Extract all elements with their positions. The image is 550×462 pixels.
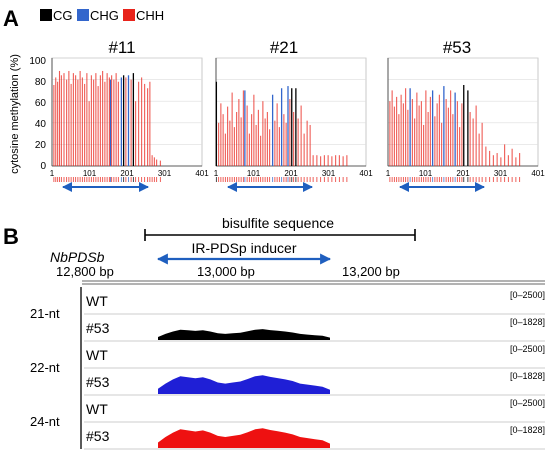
- coord-12800: 12,800 bp: [56, 264, 114, 279]
- legend-label-cg: CG: [53, 8, 73, 23]
- plot-53: 1 101 201 301 401: [386, 57, 545, 182]
- group-label: 21-nt: [30, 306, 60, 321]
- track-group-21-nt: 21-nt WT [0–2500] #53 [0–1828]: [30, 287, 545, 342]
- x-tick-301: 301: [322, 169, 336, 178]
- track-range: [0–2500]: [510, 398, 545, 408]
- bisulfite-bracket: [144, 229, 416, 241]
- bisulfite-label: bisulfite sequence: [222, 215, 334, 231]
- legend-swatch-chg: [77, 9, 89, 21]
- x-tick-1: 1: [214, 169, 219, 178]
- plot-21: 1 101 201 301 401: [214, 57, 373, 182]
- y-tick-labels: 0 20 40 60 80 100: [29, 56, 46, 172]
- coord-13200: 13,200 bp: [342, 264, 400, 279]
- track-range: [0–1828]: [510, 425, 545, 435]
- x-tick-1: 1: [386, 169, 391, 178]
- plot-frames: [51, 57, 539, 167]
- y-tick-20: 20: [35, 140, 47, 151]
- track-label: #53: [86, 374, 110, 390]
- legend: CG CHG CHH: [40, 8, 164, 23]
- coord-13000: 13,000 bp: [197, 264, 255, 279]
- legend-label-chh: CHH: [136, 8, 164, 23]
- gene-name: NbPDSb: [50, 249, 105, 265]
- panel-b-label: B: [3, 224, 19, 249]
- coverage-area: [158, 375, 330, 394]
- group-label: 24-nt: [30, 414, 60, 429]
- track-range: [0–2500]: [510, 344, 545, 354]
- x-tick-201: 201: [284, 169, 298, 178]
- legend-swatch-chh: [123, 9, 135, 21]
- legend-label-chg: CHG: [90, 8, 119, 23]
- track-range: [0–1828]: [510, 371, 545, 381]
- track-label: WT: [86, 347, 108, 363]
- x-tick-201: 201: [456, 169, 470, 178]
- x-tick-401: 401: [359, 169, 373, 178]
- coverage-area: [158, 428, 330, 448]
- x-tick-101: 101: [247, 169, 261, 178]
- ruler: [82, 280, 545, 285]
- track-range: [0–2500]: [510, 290, 545, 300]
- x-tick-401: 401: [531, 169, 545, 178]
- x-tick-101: 101: [83, 169, 97, 178]
- inducer-label: IR-PDSp inducer: [191, 240, 296, 256]
- track-group-24-nt: 24-nt WT [0–2500] #53 [0–1828]: [30, 395, 545, 450]
- y-axis-label: cytosine methylation (%): [9, 54, 21, 174]
- plot-title-53: #53: [443, 38, 471, 57]
- x-tick-401: 401: [195, 169, 209, 178]
- plot-title-11: #11: [108, 38, 135, 57]
- panel-a-label: A: [3, 6, 19, 31]
- track-range: [0–1828]: [510, 317, 545, 327]
- x-tick-1: 1: [50, 169, 55, 178]
- x-tick-301: 301: [494, 169, 508, 178]
- group-label: 22-nt: [30, 360, 60, 375]
- y-tick-60: 60: [35, 98, 47, 109]
- track-label: #53: [86, 320, 110, 336]
- y-tick-100: 100: [29, 56, 46, 67]
- track-group-22-nt: 22-nt WT [0–2500] #53 [0–1828]: [30, 341, 545, 396]
- x-tick-301: 301: [158, 169, 172, 178]
- y-tick-0: 0: [40, 161, 46, 172]
- plot-titles: #11 #21 #53: [108, 38, 471, 57]
- track-label: #53: [86, 428, 110, 444]
- plot-title-21: #21: [270, 38, 298, 57]
- legend-swatch-cg: [40, 9, 52, 21]
- plot-11: 1 101 201 301 401: [50, 57, 209, 182]
- y-tick-80: 80: [35, 77, 47, 88]
- methylation-plots: 1 101 201 301 401 1 101 201 301 401 1 101 201 301 401: [50, 57, 545, 182]
- plot-frame-11: [51, 57, 203, 167]
- coverage-area: [158, 329, 330, 340]
- y-tick-40: 40: [35, 119, 47, 130]
- x-tick-201: 201: [120, 169, 134, 178]
- track-label: WT: [86, 293, 108, 309]
- x-tick-101: 101: [419, 169, 433, 178]
- coverage-tracks: 21-nt WT [0–2500] #53 [0–1828] 22-nt WT [0–2500…: [30, 287, 545, 450]
- track-label: WT: [86, 401, 108, 417]
